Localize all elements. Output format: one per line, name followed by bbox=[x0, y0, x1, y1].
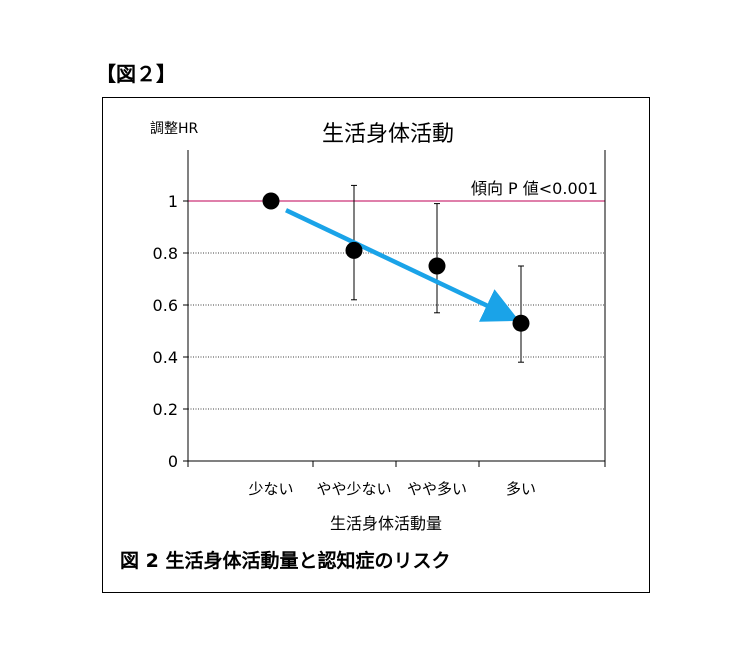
x-category-label: やや多い bbox=[407, 480, 467, 498]
y-tick-label: 0.8 bbox=[153, 244, 178, 263]
data-point bbox=[512, 314, 530, 332]
figure-label: 【図２】 bbox=[96, 62, 176, 86]
x-category-label: 多い bbox=[506, 480, 536, 498]
data-point bbox=[345, 241, 363, 259]
trend-arrow bbox=[285, 208, 520, 322]
data-point bbox=[428, 257, 446, 275]
x-axis-label: 生活身体活動量 bbox=[330, 514, 442, 533]
chart-title: 生活身体活動 bbox=[322, 122, 454, 147]
x-category-label: やや少ない bbox=[316, 480, 391, 498]
y-tick-label: 0.4 bbox=[153, 348, 178, 367]
data-point bbox=[262, 192, 280, 210]
y-axis-label: 調整HR bbox=[150, 121, 199, 137]
x-category-label: 少ない bbox=[248, 480, 293, 498]
y-tick-label: 1 bbox=[168, 192, 178, 211]
figure-frame bbox=[102, 97, 650, 593]
y-tick-label: 0.6 bbox=[153, 296, 178, 315]
y-tick-label: 0 bbox=[168, 452, 178, 471]
figure-caption: 図 2 生活身体活動量と認知症のリスク bbox=[120, 549, 450, 572]
y-tick-label: 0.2 bbox=[153, 400, 178, 419]
trend-p-annotation: 傾向 P 値<0.001 bbox=[471, 179, 598, 198]
